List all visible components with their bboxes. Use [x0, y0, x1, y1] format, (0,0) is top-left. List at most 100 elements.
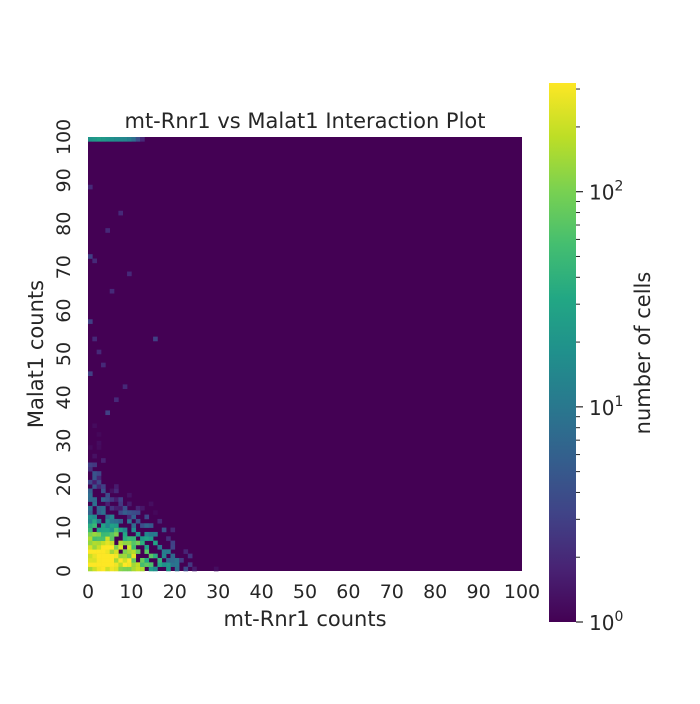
heatmap-cell [127, 510, 132, 515]
heatmap-cell [88, 184, 93, 190]
heatmap-cell [88, 445, 93, 450]
heatmap-cell [101, 523, 106, 528]
heatmap-cell [114, 505, 119, 511]
heatmap-cell [148, 501, 154, 507]
heatmap-cell [179, 557, 184, 563]
heatmap-background [88, 137, 522, 571]
heatmap-cell [92, 258, 97, 264]
heatmap-cell [170, 544, 176, 550]
heatmap-cell [109, 488, 115, 494]
heatmap-cell [118, 137, 124, 142]
heatmap-cell [114, 549, 119, 554]
heatmap-cell [88, 254, 93, 259]
heatmap-cell [122, 549, 128, 554]
heatmap-cell [109, 505, 115, 511]
heatmap-cell [170, 540, 176, 546]
y-tick-label: 90 [53, 168, 75, 192]
heatmap-cell [88, 518, 93, 524]
heatmap-cell [92, 566, 97, 572]
heatmap-cell [122, 384, 128, 390]
heatmap-cell [122, 557, 128, 563]
heatmap-cell [88, 492, 93, 498]
heatmap-cell [135, 518, 141, 524]
heatmap-cell [183, 566, 189, 572]
y-axis-label: Malat1 counts [24, 280, 48, 428]
heatmap-cell [131, 514, 137, 520]
heatmap-cell [101, 505, 106, 511]
heatmap-cell [127, 566, 132, 572]
heatmap-cell [153, 540, 158, 546]
heatmap-cell [109, 536, 115, 541]
x-axis-label: mt-Rnr1 counts [223, 607, 386, 631]
heatmap-cell [166, 536, 171, 541]
heatmap-cell [131, 536, 137, 541]
heatmap-cell [192, 566, 197, 572]
heatmap-cell [92, 531, 97, 537]
heatmap-cell [105, 566, 110, 572]
heatmap-cell [170, 553, 176, 559]
heatmap-cell [127, 514, 132, 520]
heatmap-cell [127, 536, 132, 541]
x-tick-label: 20 [163, 581, 187, 603]
heatmap-cell [92, 549, 97, 554]
heatmap-cell [144, 523, 150, 528]
heatmap-cell [127, 540, 132, 546]
heatmap-cell [92, 453, 97, 459]
heatmap-cell [96, 432, 102, 437]
heatmap-cell [101, 510, 106, 515]
y-tick-label: 30 [53, 429, 75, 453]
heatmap-cell [131, 510, 137, 515]
heatmap-cell [88, 479, 93, 485]
heatmap-cell [166, 566, 171, 572]
heatmap-cell [213, 566, 219, 572]
y-tick-label: 70 [53, 255, 75, 279]
heatmap-cell [144, 562, 150, 567]
chart-title: mt-Rnr1 vs Malat1 Interaction Plot [124, 109, 485, 133]
colorbar-tick-label: 101 [589, 394, 623, 420]
heatmap-cell [135, 549, 141, 554]
heatmap-cell [144, 514, 150, 520]
heatmap-cell [109, 540, 115, 546]
x-tick-label: 100 [504, 581, 540, 603]
heatmap-cell [96, 536, 102, 541]
heatmap-cell [88, 466, 93, 472]
heatmap-cell [101, 544, 106, 550]
heatmap-cell [114, 397, 119, 403]
heatmap-cell [140, 566, 145, 572]
heatmap-cell [88, 544, 93, 550]
colorbar-tick-label: 100 [589, 609, 623, 635]
heatmap-cell [144, 557, 150, 563]
heatmap-cell [135, 566, 141, 572]
heatmap-cell [131, 566, 137, 572]
heatmap-cell [88, 497, 93, 502]
heatmap-cell [122, 137, 128, 142]
heatmap-cell [140, 562, 145, 567]
y-tick-label: 10 [53, 516, 75, 540]
heatmap-cell [96, 471, 102, 476]
heatmap-cell [114, 553, 119, 559]
heatmap-cell [114, 544, 119, 550]
heatmap-cell [105, 540, 110, 546]
heatmap-cell [105, 553, 110, 559]
heatmap-cell [92, 553, 97, 559]
heatmap-cell [92, 557, 97, 563]
heatmap-cell [153, 553, 158, 559]
heatmap-cell [148, 553, 154, 559]
heatmap-cell [96, 540, 102, 546]
heatmap-cell [92, 475, 97, 481]
heatmap-cell [88, 531, 93, 537]
heatmap-cell [96, 531, 102, 537]
heatmap-cell [135, 510, 141, 515]
heatmap-cell [170, 562, 176, 567]
heatmap-cell [122, 562, 128, 567]
heatmap-cell [101, 536, 106, 541]
heatmap-cell [127, 557, 132, 563]
heatmap-cell [157, 544, 163, 550]
heatmap-cell [96, 479, 102, 485]
heatmap-cell [105, 557, 110, 563]
heatmap-cell [88, 540, 93, 546]
heatmap-cell [114, 488, 119, 494]
heatmap-cell [153, 566, 158, 572]
heatmap-cell [122, 536, 128, 541]
